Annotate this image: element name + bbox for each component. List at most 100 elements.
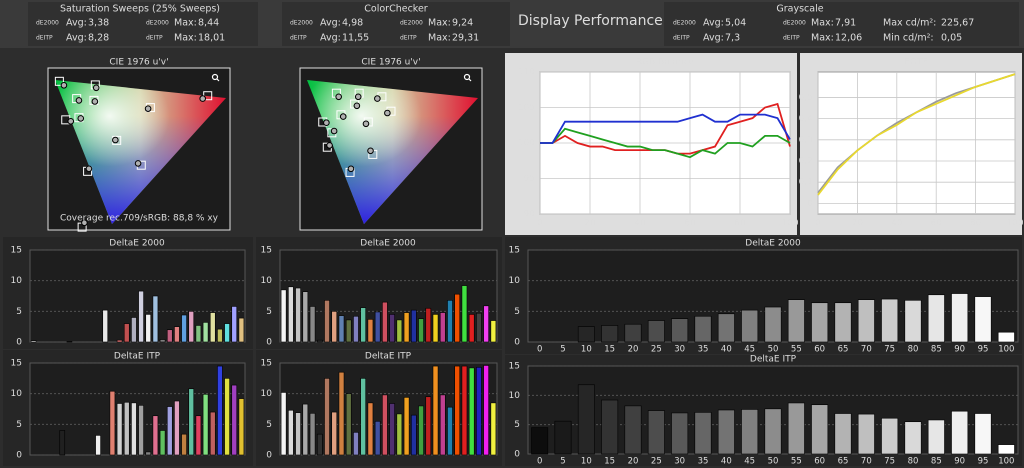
bar [309, 412, 316, 456]
bar [425, 396, 432, 456]
bar [468, 314, 475, 343]
x-tick-label: 10 [581, 345, 592, 355]
chart-title: DeltaE 2000 [745, 239, 801, 249]
y-tick-label: 0 [266, 338, 272, 348]
y-tick-label: 90 [524, 210, 536, 220]
y-tick-label: 15 [261, 246, 272, 256]
stat-text: 7,3 [725, 33, 740, 44]
measured-point [353, 102, 361, 110]
x-tick-label: 70 [861, 457, 872, 467]
bar [152, 295, 159, 343]
y-tick-label: 0 [16, 338, 22, 348]
x-tick-label: 45 [744, 457, 755, 467]
bar [102, 309, 109, 343]
bar [195, 325, 202, 343]
measured-point [335, 93, 342, 101]
bar [181, 314, 187, 343]
x-tick-label: 0 [537, 219, 543, 229]
x-tick-label: 55 [791, 457, 802, 467]
gamut [55, 80, 226, 224]
x-tick-label: 50 [768, 345, 779, 355]
stat-text: Max: [428, 18, 451, 29]
bar [881, 298, 899, 343]
y-tick-label: 0 [514, 338, 520, 348]
plot-area [279, 362, 498, 456]
y-tick-label: 0 [514, 450, 520, 460]
bar [717, 313, 735, 343]
bar [447, 406, 453, 456]
x-tick-label: 15 [604, 457, 615, 467]
bar [577, 384, 595, 455]
measured-point [354, 93, 362, 101]
bar [490, 402, 497, 456]
bar [231, 384, 238, 456]
bar [624, 323, 642, 343]
bar [531, 427, 549, 455]
bar [331, 311, 338, 343]
stat-text: 5,04 [725, 18, 746, 29]
bar [857, 299, 875, 343]
bar [468, 367, 475, 456]
bar [904, 421, 922, 455]
bar [834, 413, 852, 455]
bar [647, 410, 665, 455]
x-tick-label: 75 [884, 457, 895, 467]
bar [345, 319, 352, 343]
x-tick-label: 70 [861, 345, 872, 355]
bar [224, 378, 230, 456]
x-tick-label: 80 [970, 219, 982, 229]
bar [476, 312, 482, 343]
bar [403, 312, 410, 343]
y-tick-label: 110 [518, 68, 535, 78]
x-tick-label: 100 [998, 457, 1014, 467]
bar [811, 404, 829, 455]
bar [410, 309, 417, 343]
bar [238, 317, 245, 343]
bar [439, 394, 446, 456]
chart-title: EOTF [904, 58, 927, 68]
stat-text: Max: [174, 33, 197, 44]
bar [647, 320, 665, 343]
bar [166, 406, 173, 456]
chart-title: CIE 1976 u'v' [361, 58, 420, 68]
plot-area [817, 71, 1016, 215]
x-tick-label: 60 [930, 219, 942, 229]
x-tick-label: 40 [634, 219, 646, 229]
x-tick-label: 55 [791, 345, 802, 355]
x-tick-label: 95 [978, 457, 989, 467]
measured-point [323, 119, 330, 127]
stat-text: Max: [811, 33, 834, 44]
bar [95, 435, 101, 456]
bar [671, 412, 689, 455]
section-title: Grayscale [776, 4, 823, 15]
chart-title: DeltaE 2000 [109, 239, 165, 249]
metric-label: dE2000 [36, 20, 59, 27]
bar [904, 299, 922, 343]
x-tick-label: 95 [978, 345, 989, 355]
bar [66, 341, 73, 343]
bar [389, 403, 395, 456]
bar [195, 415, 202, 456]
bar [367, 402, 374, 456]
series-line [540, 127, 791, 159]
bar [694, 412, 712, 455]
zoom-icon[interactable] [463, 73, 472, 82]
metric-label: dEITP [146, 35, 163, 42]
y-tick-label: 95 [524, 174, 535, 184]
bar [432, 365, 439, 456]
bar [857, 413, 875, 455]
metric-label: dE2000 [673, 20, 696, 27]
x-tick-label: 90 [954, 345, 965, 355]
x-tick-label: 30 [674, 457, 685, 467]
stat-text: Avg: [320, 33, 341, 44]
x-tick-label: 40 [891, 219, 903, 229]
header-box [28, 2, 258, 46]
y-tick-label: 15 [11, 246, 22, 256]
y-tick-label: 10 [261, 389, 273, 399]
zoom-icon[interactable] [211, 73, 220, 82]
bar [316, 339, 323, 343]
bar [131, 317, 137, 343]
x-tick-label: 45 [744, 345, 755, 355]
chart-title: DeltaE ITP [114, 352, 161, 362]
metric-label: dEITP [673, 35, 690, 42]
